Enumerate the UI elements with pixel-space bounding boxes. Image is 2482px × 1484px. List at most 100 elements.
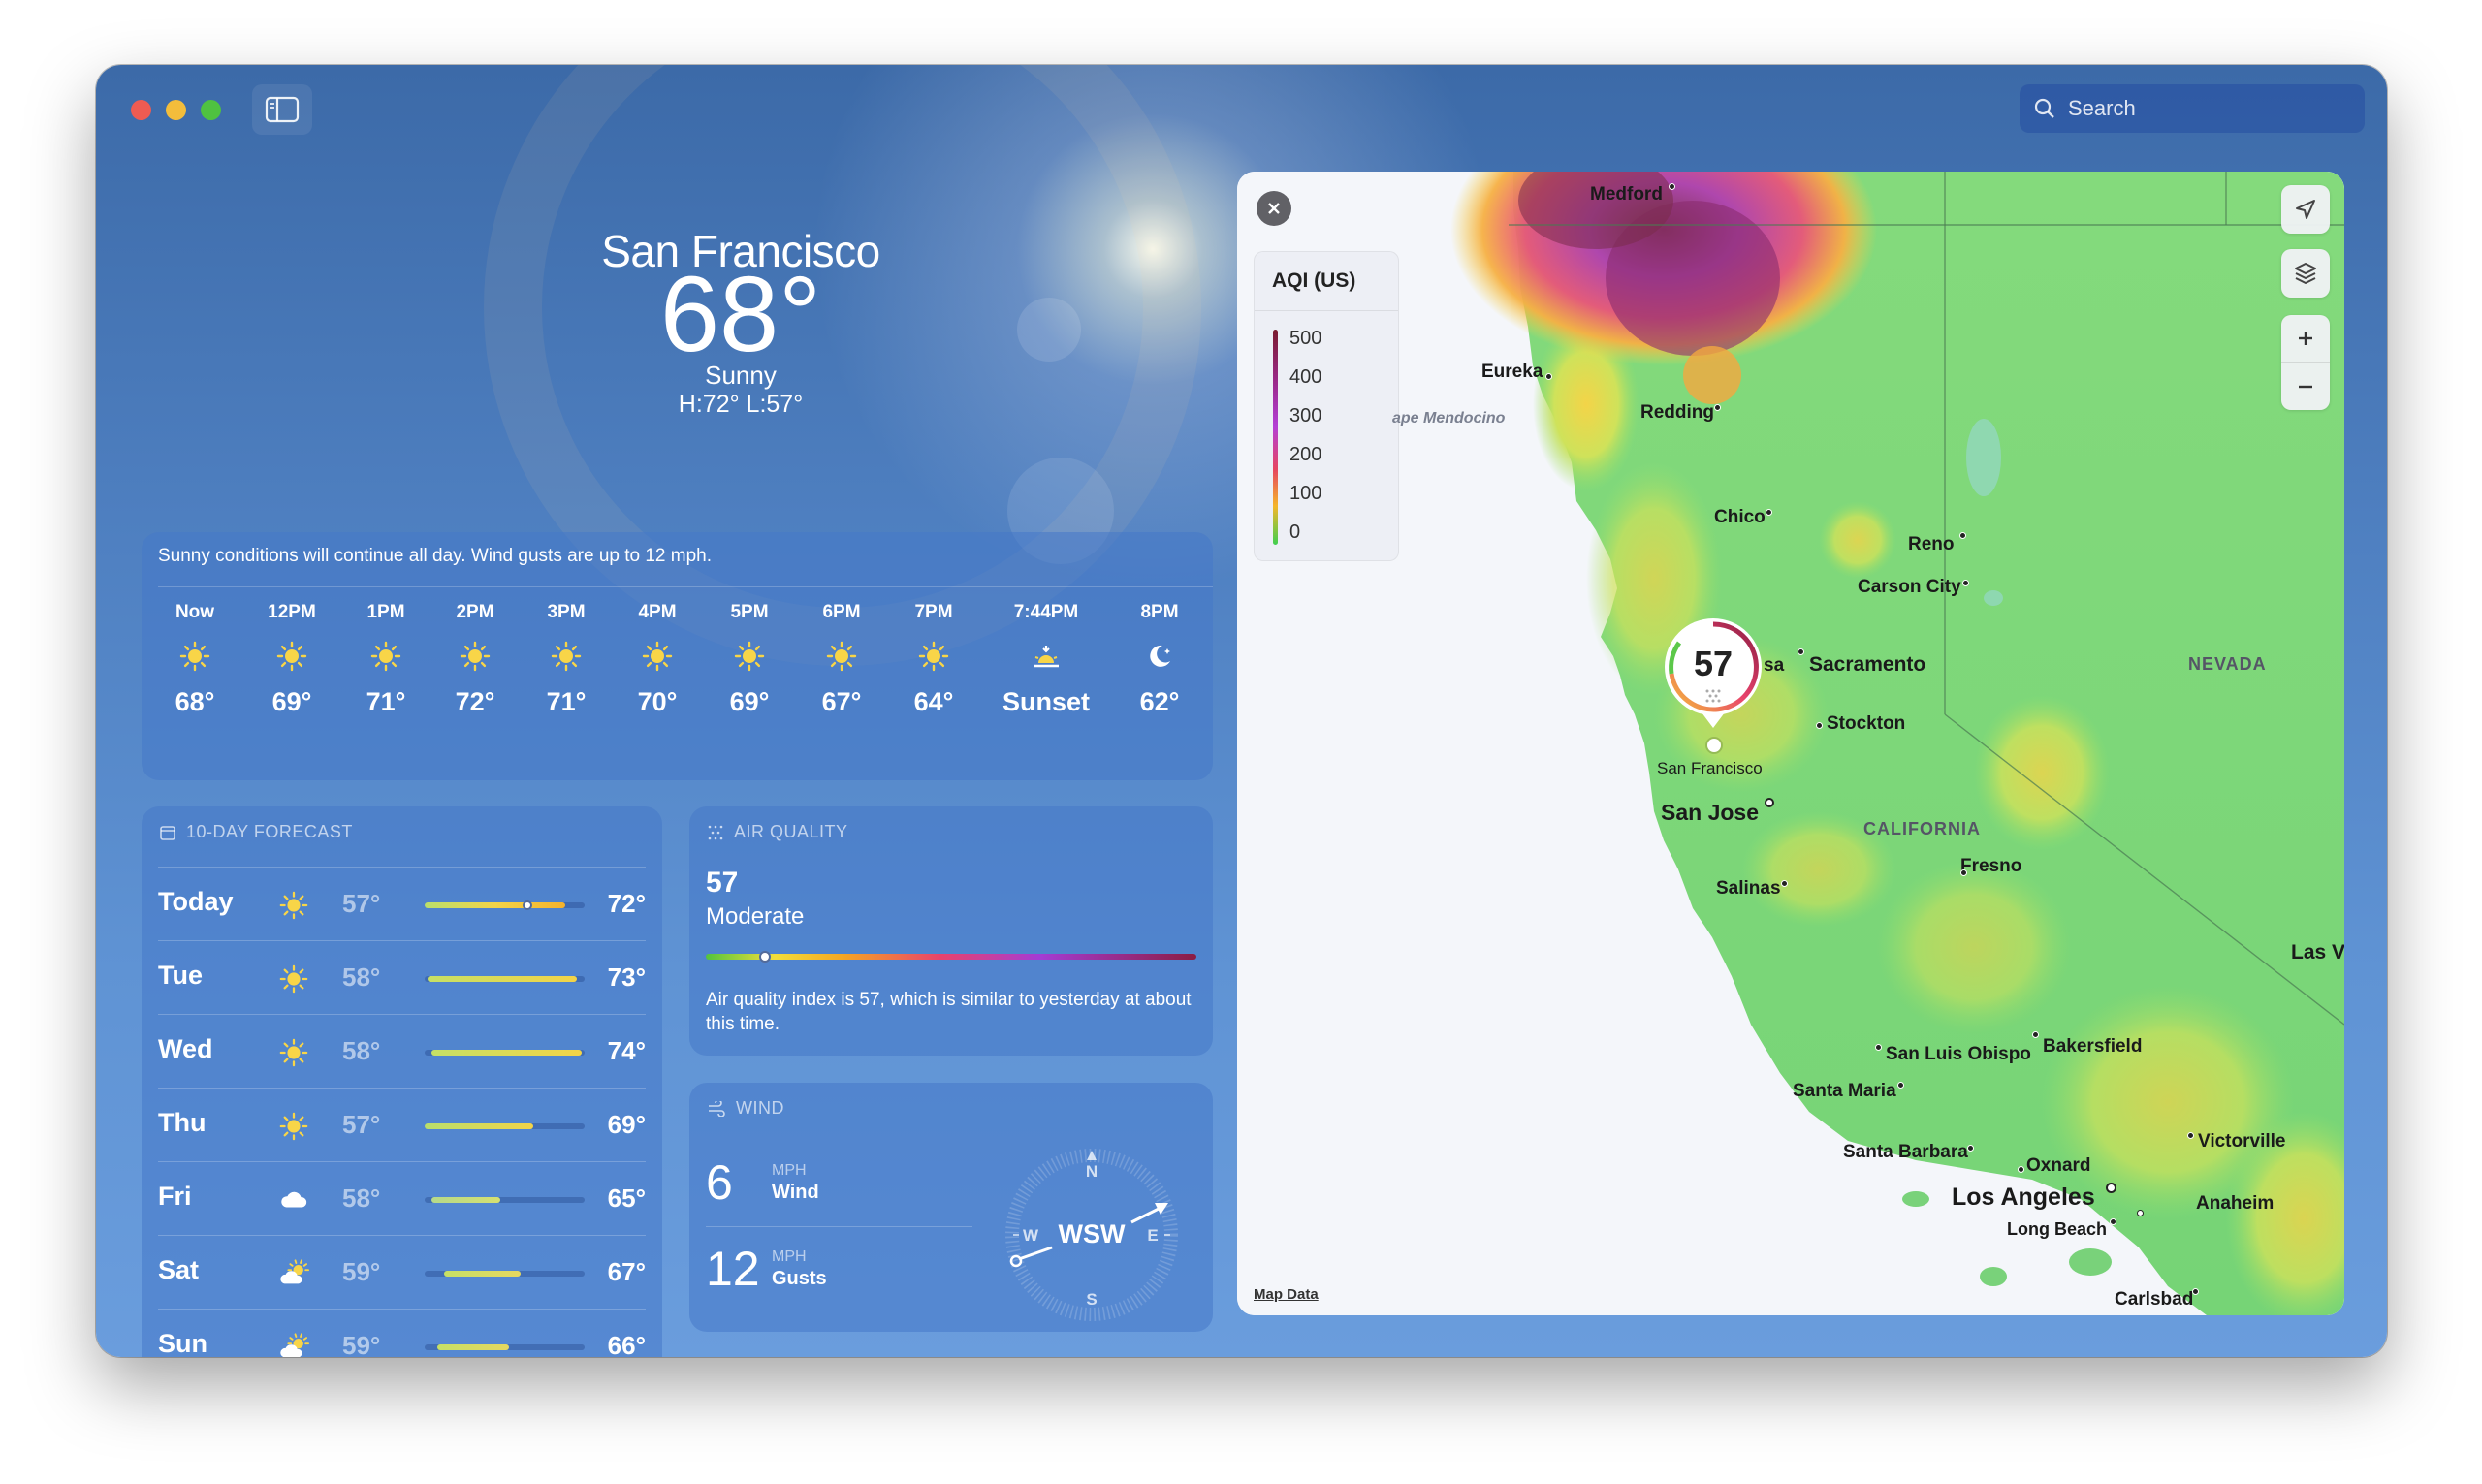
- aqi-location-pin[interactable]: 57: [1662, 616, 1765, 742]
- sidebar-toggle-button[interactable]: [252, 84, 312, 135]
- forecast-row[interactable]: Sat 59° 67°: [158, 1235, 646, 1309]
- forecast-low: 58°: [342, 963, 381, 992]
- pin-aqi-value: 57: [1694, 644, 1733, 683]
- hour-temperature: 62°: [1139, 687, 1180, 716]
- zoom-window-button[interactable]: [201, 100, 221, 120]
- forecast-high: 73°: [607, 963, 646, 992]
- forecast-row[interactable]: Fri 58° 65°: [158, 1161, 646, 1235]
- city-marker: [1960, 869, 1967, 876]
- forecast-row[interactable]: Today 57° 72°: [158, 867, 646, 940]
- temperature-range-bar: [425, 1123, 585, 1129]
- map-label-salinas: Salinas: [1716, 878, 1781, 899]
- legend-label: 0: [1289, 521, 1301, 543]
- aqi-scale-marker: [758, 951, 771, 963]
- air-quality-card[interactable]: AIR QUALITY 57 Moderate Air quality inde…: [689, 806, 1213, 1056]
- wind-speed-unit: MPH: [772, 1162, 807, 1179]
- close-icon: [1268, 203, 1280, 214]
- forecast-high: 74°: [607, 1036, 646, 1065]
- temperature-range-fill: [430, 1050, 582, 1056]
- temperature-range-bar: [425, 1050, 585, 1056]
- hourly-item: 1PM 71°: [333, 602, 439, 717]
- zoom-out-button[interactable]: [2281, 363, 2330, 410]
- forecast-row[interactable]: Sun 59° 66°: [158, 1309, 646, 1357]
- sun-icon: [274, 889, 313, 922]
- zoom-controls: [2281, 315, 2330, 410]
- map-label-cape-mendocino: ape Mendocino: [1392, 410, 1506, 426]
- hourly-forecast-card[interactable]: Sunny conditions will continue all day. …: [142, 532, 1213, 780]
- air-quality-title-text: AIR QUALITY: [734, 822, 848, 841]
- wind-card[interactable]: WIND 6 MPH Wind 12 MPH Gusts N S E W WSW: [689, 1083, 1213, 1332]
- map-canvas[interactable]: [1237, 172, 2344, 1315]
- hourly-item: 8PM 62°: [1106, 602, 1213, 717]
- hourly-item: 7:44PM Sunset: [993, 602, 1099, 717]
- city-marker: [1766, 509, 1772, 516]
- hourly-item: 3PM 71°: [513, 602, 620, 717]
- city-marker: [2187, 1132, 2194, 1139]
- temperature-range-bar: [425, 1197, 585, 1203]
- temperature-range-fill: [428, 976, 577, 982]
- gust-speed-value: 12: [706, 1242, 760, 1296]
- hourly-summary: Sunny conditions will continue all day. …: [158, 546, 713, 566]
- air-quality-title: AIR QUALITY: [707, 822, 848, 842]
- hour-temperature: Sunset: [1002, 687, 1091, 716]
- map-label-eureka: Eureka: [1481, 362, 1543, 382]
- aqi-value: 57: [706, 867, 739, 899]
- map-label-oxnard: Oxnard: [2026, 1155, 2091, 1176]
- sun-icon: [696, 625, 803, 687]
- legend-title: AQI (US): [1272, 269, 1356, 292]
- map-label-santa-maria: Santa Maria: [1793, 1081, 1896, 1101]
- minimize-window-button[interactable]: [166, 100, 186, 120]
- high-low-text: H:72° L:57°: [678, 391, 804, 418]
- forecast-row[interactable]: Tue 58° 73°: [158, 940, 646, 1014]
- forecast-day: Today: [158, 887, 234, 916]
- search-field[interactable]: Search: [2020, 84, 2365, 133]
- city-marker: [2192, 1288, 2199, 1295]
- map-label-fresno: Fresno: [1960, 856, 2022, 876]
- map-label-san-jose: San Jose: [1661, 800, 1759, 825]
- temperature-range-fill: [425, 902, 566, 908]
- hour-label: 1PM: [366, 602, 405, 622]
- forecast-row[interactable]: Wed 58° 74°: [158, 1014, 646, 1088]
- ten-day-forecast-card[interactable]: 10-DAY FORECAST Today 57° 72° Tue 58° 73°…: [142, 806, 662, 1357]
- hour-temperature: 70°: [637, 687, 678, 716]
- forecast-day: Sat: [158, 1255, 200, 1284]
- hour-label: 7PM: [914, 602, 953, 622]
- forecast-day: Fri: [158, 1182, 192, 1211]
- current-location-button[interactable]: [2281, 185, 2330, 234]
- sun-icon: [880, 625, 987, 687]
- city-marker: [1962, 580, 1969, 586]
- compass-south: S: [1086, 1290, 1097, 1309]
- forecast-row[interactable]: Thu 57° 69°: [158, 1088, 646, 1161]
- hour-temperature: 64°: [913, 687, 954, 716]
- hour-label: 12PM: [268, 602, 316, 622]
- condition-text: Sunny: [705, 361, 777, 390]
- partly-cloudy-icon: [274, 1331, 313, 1357]
- aqi-map[interactable]: AQI (US) 500 400 300 200 100 0 Medford: [1237, 172, 2344, 1315]
- aqi-description: Air quality index is 57, which is simila…: [706, 990, 1192, 1034]
- city-marker: [1714, 404, 1721, 411]
- city-marker: [2137, 1210, 2144, 1216]
- search-placeholder: Search: [2068, 96, 2136, 120]
- hourly-item: 4PM 70°: [604, 602, 711, 717]
- wind-title-text: WIND: [736, 1098, 784, 1118]
- legend-label: 400: [1289, 366, 1322, 388]
- zoom-in-button[interactable]: [2281, 315, 2330, 363]
- forecast-high: 72°: [607, 889, 646, 918]
- map-layers-button[interactable]: [2281, 249, 2330, 298]
- hour-label: Now: [175, 602, 215, 622]
- map-data-link[interactable]: Map Data: [1254, 1286, 1319, 1303]
- hour-label: 7:44PM: [1013, 602, 1079, 622]
- city-marker: [2018, 1166, 2024, 1173]
- hour-label: 2PM: [456, 602, 494, 622]
- city-marker: [1875, 1044, 1882, 1051]
- close-window-button[interactable]: [131, 100, 151, 120]
- map-label-carlsbad: Carlsbad: [2115, 1289, 2194, 1310]
- hour-label: 6PM: [822, 602, 861, 622]
- close-map-button[interactable]: [1257, 191, 1291, 226]
- city-marker: [1967, 1145, 1974, 1152]
- map-label-reno: Reno: [1908, 534, 1955, 554]
- aqi-category: Moderate: [706, 903, 805, 930]
- forecast-day: Sun: [158, 1329, 207, 1357]
- hourly-item: Now 68°: [142, 602, 248, 717]
- aqi-scale-bar: [706, 951, 1196, 963]
